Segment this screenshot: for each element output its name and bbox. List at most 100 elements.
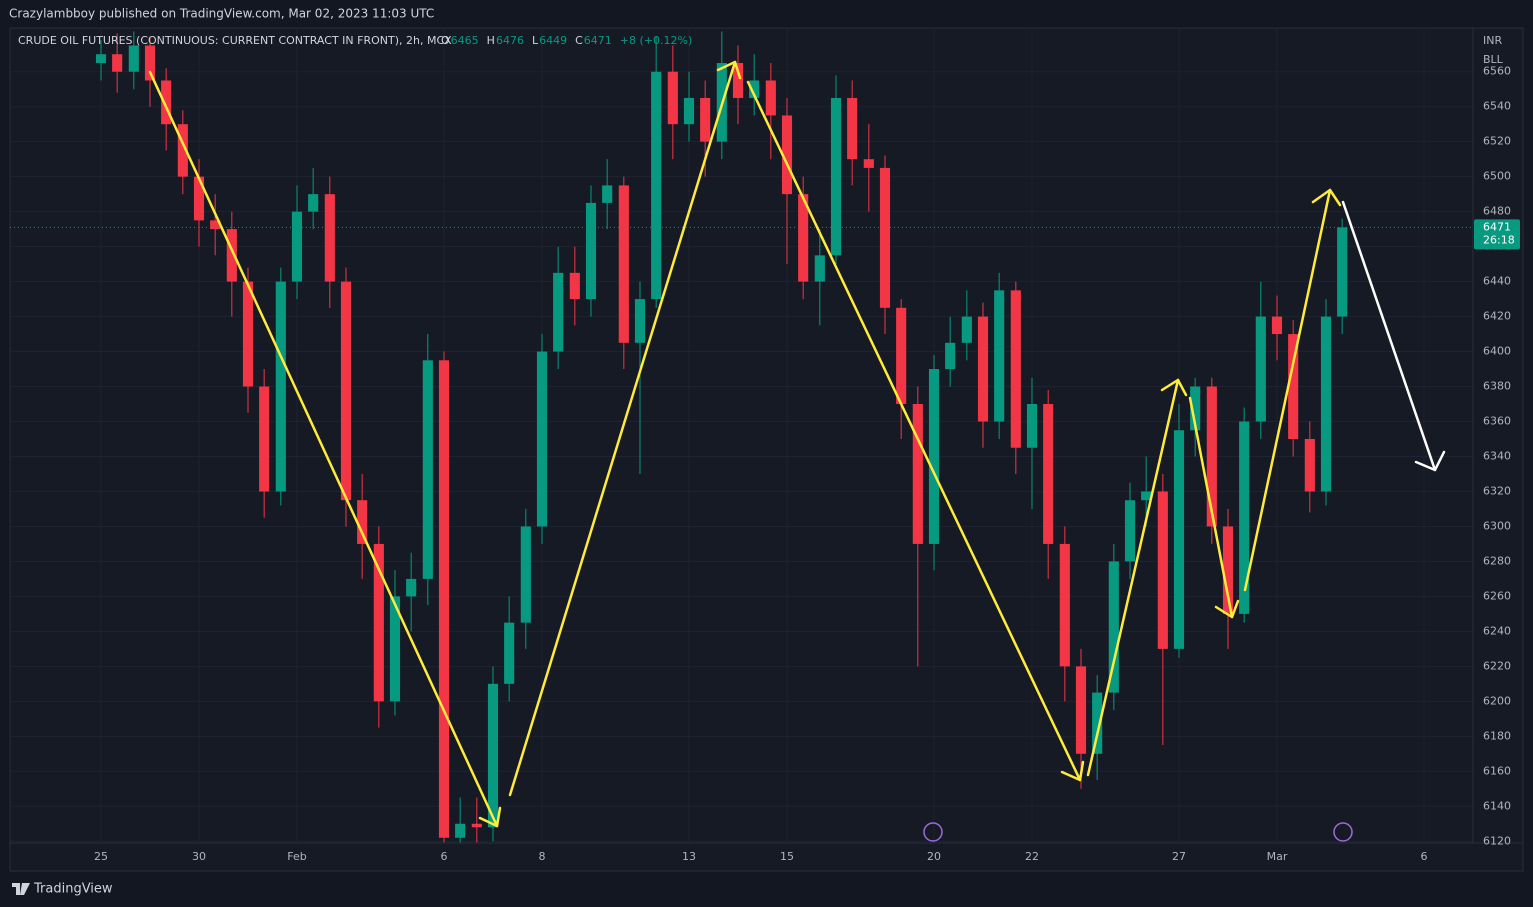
candle-body [1059, 543, 1070, 667]
currency: INR [1483, 34, 1502, 47]
x-tick-label: 20 [927, 850, 941, 863]
logo [12, 883, 30, 895]
candle-body [814, 255, 825, 282]
x-tick-label: Feb [287, 850, 306, 863]
candle-body [324, 194, 335, 282]
forecast-line [1341, 200, 1437, 472]
candle-body [879, 167, 891, 308]
candle-body [291, 211, 303, 282]
candle-body [144, 45, 156, 81]
candle-body [1026, 404, 1038, 448]
trend-line [1086, 378, 1180, 777]
candle-body [830, 97, 842, 256]
y-tick-label: 6120 [1483, 834, 1511, 847]
x-tick-label: 22 [1025, 850, 1039, 863]
candle-body [487, 683, 499, 828]
candle-body [1206, 386, 1217, 527]
last-price-box [1474, 219, 1520, 250]
x-tick-label: 27 [1172, 850, 1186, 863]
candle-body [1288, 334, 1299, 439]
candle-body [128, 45, 139, 72]
candle-body [1124, 500, 1136, 562]
legend-value: 6449 [539, 34, 567, 47]
y-tick-label: 6420 [1483, 310, 1511, 323]
legend-value: 6471 [584, 34, 612, 47]
arrow-head [1414, 450, 1446, 472]
candle-body [847, 97, 858, 160]
y-tick-label: 6500 [1483, 170, 1511, 183]
candle-body [455, 823, 466, 838]
y-tick-label: 6540 [1483, 100, 1511, 113]
candle-body [602, 185, 613, 203]
candle-body [683, 97, 695, 125]
candle-body [798, 194, 809, 282]
candle-body [651, 71, 662, 300]
candle-body [553, 272, 564, 352]
candle-body [1320, 316, 1332, 492]
last-price: 6471 [1483, 220, 1511, 233]
candle-body [700, 97, 711, 142]
candle-body [536, 351, 548, 527]
arrow-head [716, 60, 742, 80]
candle-body [585, 202, 597, 300]
candle-body [504, 622, 515, 684]
candle-body [520, 526, 531, 623]
candle-body [1108, 561, 1119, 693]
candle-body [1075, 666, 1087, 754]
publisher: Crazylambboy published on TradingView.co… [9, 7, 434, 21]
arrow-head [1311, 188, 1342, 207]
x-tick-label: 8 [538, 850, 545, 863]
candle-body [1157, 491, 1168, 649]
y-tick-label: 6520 [1483, 135, 1511, 148]
drawings [148, 60, 1446, 828]
x-tick-label: 6 [1420, 850, 1427, 863]
event-icon[interactable] [923, 822, 943, 842]
y-tick-label: 6320 [1483, 484, 1511, 497]
ohlc-legend: O 6465 H 6476 L 6449 C 6471 +8 (+0.12%) [441, 34, 692, 47]
y-tick-label: 6260 [1483, 589, 1511, 602]
candle-body [863, 159, 874, 168]
candle-body [1304, 438, 1315, 492]
candle-body [177, 124, 188, 177]
candle-body [569, 272, 580, 300]
candle-body [1222, 526, 1234, 614]
y-tick-label: 6380 [1483, 380, 1511, 393]
y-tick-label: 6300 [1483, 519, 1511, 532]
x-tick-label: 30 [192, 850, 206, 863]
candle-body [340, 281, 352, 501]
x-tick-label: 15 [780, 850, 794, 863]
event-icon[interactable] [1333, 822, 1353, 842]
candle-body [1092, 692, 1103, 754]
candle-body [1239, 421, 1250, 614]
candle-body [438, 360, 450, 838]
candle-body [732, 62, 744, 98]
trend-line [1188, 396, 1234, 619]
candle-body [210, 220, 221, 230]
trend-line [746, 80, 1082, 782]
x-tick-label: Mar [1267, 850, 1288, 863]
candle-body [994, 290, 1005, 422]
candle-body [749, 80, 760, 98]
arrow-head [1060, 760, 1085, 782]
y-tick-label: 6200 [1483, 694, 1511, 707]
candle-body [389, 596, 401, 702]
candle-body [1173, 430, 1185, 649]
candle-body [1255, 316, 1266, 422]
candle-body [634, 299, 646, 343]
y-tick-label: 6240 [1483, 624, 1511, 637]
y-tick-label: 6280 [1483, 554, 1511, 567]
candle-body [1190, 386, 1201, 431]
countdown: 26:18 [1483, 233, 1515, 246]
y-tick-label: 6160 [1483, 764, 1511, 777]
candle-body [226, 229, 237, 282]
candle-body [928, 369, 940, 544]
y-tick-label: 6140 [1483, 799, 1511, 812]
candle-body [1271, 316, 1283, 335]
legend-key: O [441, 34, 450, 47]
trend-line [1243, 188, 1332, 592]
candle-body [471, 823, 482, 828]
x-tick-label: 6 [440, 850, 447, 863]
candle-body [765, 80, 776, 116]
